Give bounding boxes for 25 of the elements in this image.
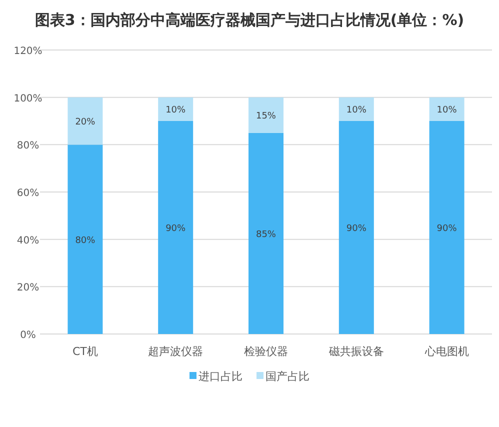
ytick: 0% bbox=[20, 330, 36, 341]
ytick: 60% bbox=[16, 188, 40, 199]
ytick: 40% bbox=[16, 235, 40, 246]
data-label: 90% bbox=[346, 224, 366, 234]
xtick: 超声波仪器 bbox=[148, 345, 204, 358]
ytick: 80% bbox=[16, 140, 40, 152]
data-label: 10% bbox=[346, 106, 366, 116]
data-label: 10% bbox=[166, 106, 186, 116]
data-label: 20% bbox=[75, 118, 96, 128]
data-label: 80% bbox=[75, 236, 96, 246]
title: 图表3：国内部分中高端医疗器械国产与进口占比情况(单位：%) bbox=[34, 11, 464, 29]
ytick: 20% bbox=[16, 282, 40, 294]
data-label: 85% bbox=[256, 230, 276, 240]
xtick: 心电图机 bbox=[424, 345, 469, 358]
xtick: CT机 bbox=[72, 345, 98, 358]
legend-label: 进口占比 bbox=[198, 370, 242, 383]
data-label: 90% bbox=[436, 224, 457, 234]
data-label: 15% bbox=[256, 112, 276, 122]
ytick: 100% bbox=[14, 93, 42, 104]
ytick: 120% bbox=[14, 46, 42, 57]
xtick: 磁共振设备 bbox=[328, 345, 384, 358]
data-label: 90% bbox=[166, 224, 186, 234]
data-label: 10% bbox=[436, 106, 457, 116]
legend-label: 国产占比 bbox=[266, 370, 310, 383]
xtick: 检验仪器 bbox=[244, 345, 288, 358]
